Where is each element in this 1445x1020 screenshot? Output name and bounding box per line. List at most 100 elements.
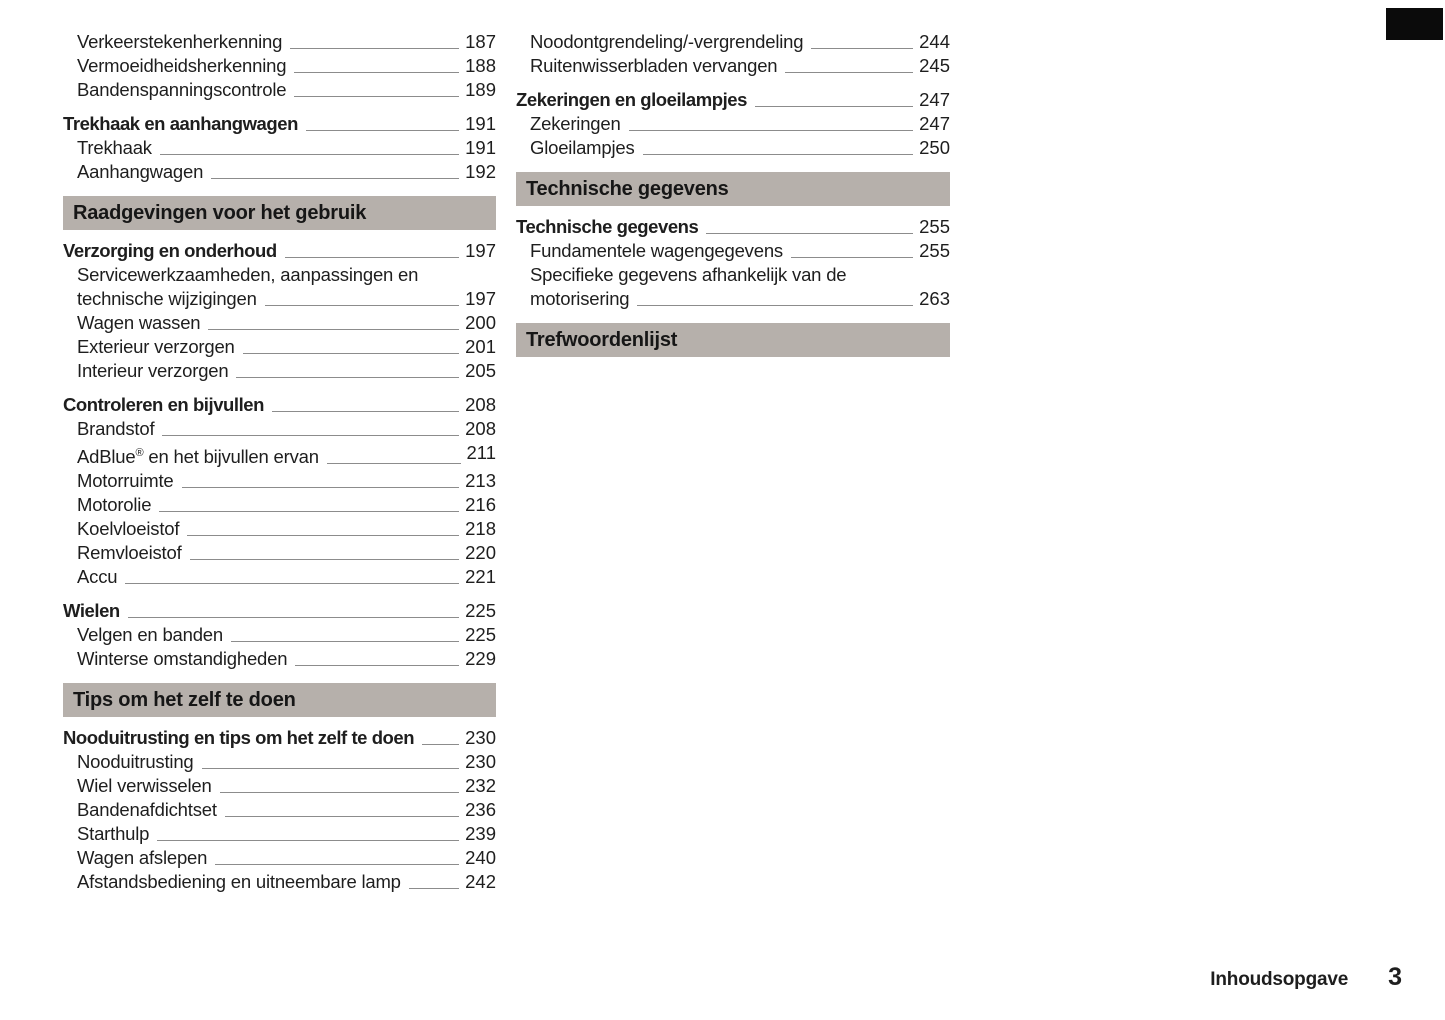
toc-entry: Nooduitrusting en tips om het zelf te do… [63, 726, 496, 750]
toc-entry-page: 205 [465, 360, 496, 381]
section-header-label: Raadgevingen voor het gebruik [73, 202, 367, 224]
toc-entry: Gloeilampjes 250 [516, 136, 950, 160]
toc-entry-label: Afstandsbediening en uitneembare lamp [77, 871, 401, 893]
leader-line [408, 888, 460, 890]
toc-entry: Interieur verzorgen 205 [63, 359, 496, 383]
toc-entry: Remvloeistof 220 [63, 541, 496, 565]
toc-entry: Trekhaak 191 [63, 136, 496, 160]
toc-entry-label: Noodontgrendeling/-vergrendeling [530, 31, 804, 52]
toc-entry-page: 242 [465, 871, 496, 893]
toc-entry: Afstandsbediening en uitneembare lamp 242 [63, 870, 496, 894]
toc-entry-page: 191 [465, 113, 496, 134]
toc-entry-page: 245 [919, 55, 950, 76]
toc-entry-page: 213 [465, 470, 496, 492]
toc-entry: Velgen en banden 225 [63, 623, 496, 647]
toc-entry: Controleren en bijvullen 208 [63, 393, 496, 417]
toc-column-right: Noodontgrendeling/-vergrendeling 244 Ruite… [516, 30, 950, 366]
toc-entry-label: Interieur verzorgen [77, 360, 229, 381]
toc-entry-page: 208 [465, 394, 496, 415]
toc-entry: motorisering 263 [516, 287, 950, 311]
leader-line [125, 583, 460, 585]
leader-line [230, 641, 460, 643]
leader-line [295, 665, 460, 667]
toc-entry-label: Servicewerkzaamheden, aanpassingen en [77, 264, 419, 285]
toc-entry-label: Nooduitrusting [77, 751, 194, 773]
toc-entry-label: motorisering [530, 288, 630, 309]
toc-entry: Motorruimte 213 [63, 469, 496, 493]
toc-entry: Ruitenwisserbladen vervangen 245 [516, 54, 950, 78]
leader-line [159, 154, 460, 155]
toc-entry-label: Brandstof [77, 418, 155, 439]
leader-line [242, 353, 460, 354]
toc-entry-label: Remvloeistof [77, 542, 182, 564]
toc-entry: Verkeerstekenherkenning 187 [63, 30, 496, 54]
leader-line [811, 48, 914, 49]
toc-entry-label: Trekhaak en aanhangwagen [63, 113, 298, 134]
toc-entry: Bandenspanningscontrole 189 [63, 78, 496, 102]
toc-entry-page: 229 [465, 648, 496, 670]
toc-entry-label: Zekeringen [530, 113, 621, 134]
toc-entry: Fundamentele wagengegevens 255 [516, 239, 950, 263]
toc-entry: AdBlue® en het bijvullen ervan 211 [63, 441, 496, 469]
toc-entry-label: Bandenspanningscontrole [77, 79, 287, 100]
leader-line [224, 816, 460, 818]
toc-entry-page: 216 [465, 494, 496, 516]
toc-entry-page: 189 [465, 79, 496, 100]
toc-entry-page: 192 [465, 161, 496, 182]
toc-entry-label: Verkeerstekenherkenning [77, 31, 283, 52]
toc-entry-page: 239 [465, 823, 496, 845]
footer-page-number: 3 [1388, 963, 1402, 991]
leader-line [211, 178, 460, 179]
leader-line [422, 744, 460, 746]
toc-entry-label: Bandenafdichtset [77, 799, 217, 821]
toc-entry-label: AdBlue® en het bijvullen ervan [77, 446, 319, 468]
toc-entry: Brandstof 208 [63, 417, 496, 441]
toc-entry-label: Fundamentele wagengegevens [530, 240, 783, 261]
toc-entry: Technische gegevens 255 [516, 215, 950, 239]
section-header: Raadgevingen voor het gebruik [63, 196, 496, 230]
toc-entry: Motorolie 216 [63, 493, 496, 517]
leader-line [294, 96, 460, 97]
toc-entry-label: Motorruimte [77, 470, 174, 492]
toc-entry-label: Wielen [63, 600, 120, 622]
toc-entry-label: Specifieke gegevens afhankelijk van de [530, 264, 847, 285]
toc-entry-page: 188 [465, 55, 496, 76]
toc-entry-page: 225 [465, 600, 496, 622]
toc-entry-page: 197 [465, 288, 496, 309]
toc-entry: Zekeringen en gloeilampjes 247 [516, 88, 950, 112]
leader-line [236, 377, 460, 378]
leader-line [201, 768, 460, 770]
toc-entry: Bandenafdichtset 236 [63, 798, 496, 822]
toc-entry: Wielen 225 [63, 599, 496, 623]
toc-entry: Noodontgrendeling/-vergrendeling 244 [516, 30, 950, 54]
leader-line [754, 106, 914, 107]
toc-entry-page: 200 [465, 312, 496, 333]
toc-entry-label: Starthulp [77, 823, 150, 845]
leader-line [637, 305, 914, 306]
toc-entry-label: Wiel verwisselen [77, 775, 212, 797]
toc-entry-page: 250 [919, 137, 950, 158]
toc-entry: Wiel verwisselen 232 [63, 774, 496, 798]
toc-entry: Koelvloeistof 218 [63, 517, 496, 541]
leader-line [219, 792, 460, 794]
page-footer: Inhoudsopgave 3 [1210, 963, 1402, 992]
registered-trademark: ® [135, 447, 144, 459]
leader-line [642, 154, 914, 155]
toc-entry-label: Ruitenwisserbladen vervangen [530, 55, 778, 76]
toc-entry: Nooduitrusting 230 [63, 750, 496, 774]
toc-entry-page: 225 [465, 624, 496, 646]
toc-entry-page: 221 [465, 566, 496, 588]
toc-entry-label: Vermoeidheidsherkenning [77, 55, 287, 76]
leader-line [290, 48, 460, 49]
toc-entry: Trekhaak en aanhangwagen 191 [63, 112, 496, 136]
toc-entry-label: Aanhangwagen [77, 161, 204, 182]
toc-entry-page: 187 [465, 31, 496, 52]
toc-entry-label: Koelvloeistof [77, 518, 180, 540]
toc-entry-page: 232 [465, 775, 496, 797]
leader-line [162, 435, 460, 436]
toc-entry-page: 208 [465, 418, 496, 439]
leader-line [271, 411, 460, 412]
leader-line [706, 233, 914, 234]
toc-entry: Exterieur verzorgen 201 [63, 335, 496, 359]
toc-entry: Verzorging en onderhoud 197 [63, 239, 496, 263]
